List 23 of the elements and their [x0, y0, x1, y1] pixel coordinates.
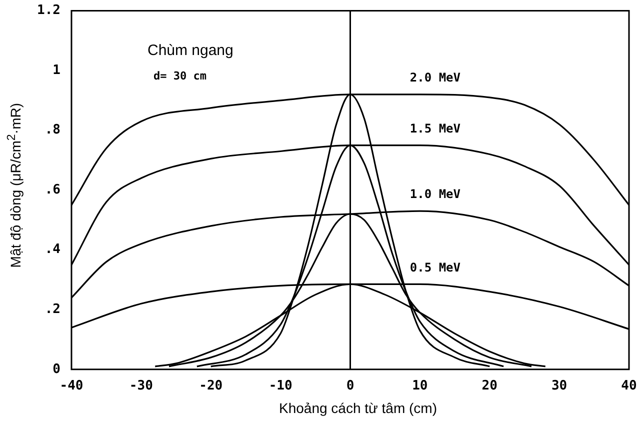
x-tick-label: 40: [621, 378, 637, 394]
y-tick-label: 1.2: [36, 3, 60, 18]
annotation: Chùm ngang: [147, 42, 234, 59]
y-tick-label: 0: [52, 362, 61, 377]
x-tick-label: 0: [346, 378, 354, 394]
x-tick-label: 30: [551, 378, 568, 394]
series-label: 0.5 MeV: [410, 260, 461, 274]
y-tick-label: .8: [44, 122, 61, 138]
x-tick-label: -40: [60, 378, 84, 394]
series-label: 1.5 MeV: [410, 121, 461, 136]
x-tick-label: 20: [482, 378, 498, 394]
x-tick-label: -10: [268, 378, 292, 394]
y-tick-label: .2: [44, 302, 60, 318]
series-label: 2.0 MeV: [410, 70, 461, 85]
y-tick-label: 1: [52, 62, 61, 78]
y-tick-label: .4: [44, 242, 61, 258]
y-tick-label: .6: [44, 182, 61, 198]
x-axis-title: Khoảng cách từ tâm (cm): [278, 400, 438, 416]
series-label: 1.0 MeV: [410, 187, 461, 202]
x-tick-label: -30: [129, 378, 154, 394]
x-tick-label: 10: [412, 378, 428, 394]
x-tick-label: -20: [199, 378, 223, 394]
annotation: d= 30 cm: [153, 70, 207, 83]
